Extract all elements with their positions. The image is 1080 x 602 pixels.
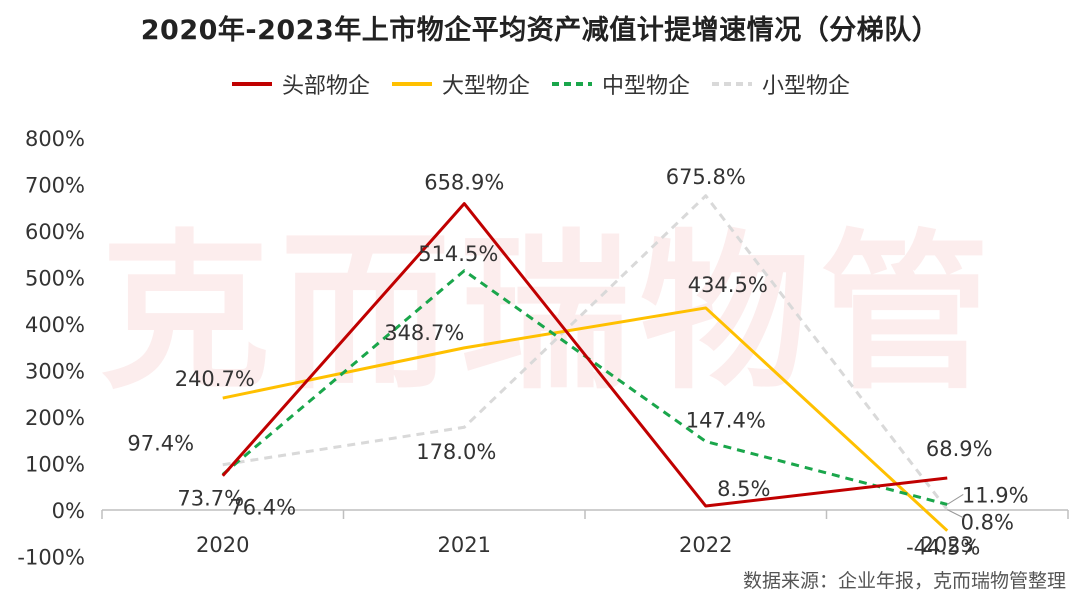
- data-labels: 73.7% 658.9% 8.5% 68.9% 240.7% 348.7% 434.5% -4…: [127, 165, 1028, 560]
- legend-item-small[interactable]: 小型物企: [710, 68, 850, 100]
- x-axis: 2020 2021 2022 2023: [101, 509, 1069, 557]
- data-label: 178.0%: [416, 440, 496, 464]
- data-label: 11.9%: [962, 483, 1029, 507]
- legend-swatch-medium: [552, 82, 592, 86]
- y-tick-label: 600%: [25, 220, 85, 244]
- small-series-line[interactable]: [222, 194, 949, 511]
- leader-line: [947, 509, 964, 519]
- data-label: 348.7%: [384, 321, 464, 345]
- data-label: 0.8%: [961, 511, 1014, 535]
- legend-item-head[interactable]: 头部物企: [230, 68, 370, 100]
- y-tick-label: 800%: [25, 127, 85, 151]
- y-tick-label: 400%: [25, 313, 85, 337]
- legend-item-large[interactable]: 大型物企: [390, 68, 530, 100]
- y-tick-label: 700%: [25, 174, 85, 198]
- data-label: 147.4%: [686, 408, 766, 432]
- legend: 头部物企 大型物企 中型物企 小型物企: [0, 68, 1080, 100]
- chart-title: 2020年-2023年上市物企平均资产减值计提增速情况（分梯队）: [140, 15, 940, 46]
- watermark: 克而瑞物管: [99, 215, 1000, 413]
- y-tick-label: 500%: [25, 267, 85, 291]
- data-label: 8.5%: [717, 477, 770, 501]
- data-label: 76.4%: [229, 495, 296, 519]
- legend-label-large: 大型物企: [441, 74, 530, 99]
- data-label: 97.4%: [127, 432, 194, 456]
- legend-label-small: 小型物企: [762, 74, 851, 99]
- y-tick-label: 200%: [25, 406, 85, 430]
- data-label: 434.5%: [688, 273, 768, 297]
- large-series-line[interactable]: [222, 306, 949, 532]
- data-label: -44.5%: [906, 536, 980, 560]
- legend-swatch-small: [712, 82, 753, 86]
- series-lines: [221, 194, 949, 532]
- source-note: 数据来源：企业年报，克而瑞物管整理: [742, 570, 1066, 592]
- legend-item-medium[interactable]: 中型物企: [550, 68, 690, 100]
- y-tick-label: 100%: [25, 453, 85, 477]
- x-tick-label: 2021: [438, 533, 491, 557]
- legend-label-medium: 中型物企: [602, 74, 691, 99]
- data-label: 68.9%: [926, 437, 993, 461]
- data-label: 240.7%: [175, 367, 255, 391]
- x-tick-label: 2020: [196, 533, 249, 557]
- legend-swatch-large: [391, 82, 432, 86]
- y-tick-label: 300%: [25, 360, 85, 384]
- y-axis-labels: -100% 0% 100% 200% 300% 400% 500% 600% 700% 800%: [17, 127, 85, 570]
- legend-label-head: 头部物企: [281, 74, 370, 99]
- data-label: 658.9%: [424, 171, 504, 195]
- y-tick-label: -100%: [17, 546, 85, 570]
- legend-swatch-head: [231, 82, 272, 86]
- data-label: 514.5%: [418, 242, 498, 266]
- y-tick-label: 0%: [52, 499, 85, 523]
- leader-line: [946, 494, 964, 505]
- x-tick-label: 2023: [921, 533, 974, 557]
- head-series-line[interactable]: [221, 202, 948, 508]
- x-tick-label: 2022: [679, 533, 732, 557]
- medium-series-line[interactable]: [221, 269, 948, 506]
- data-label: 675.8%: [666, 165, 746, 189]
- data-label: 73.7%: [177, 487, 244, 511]
